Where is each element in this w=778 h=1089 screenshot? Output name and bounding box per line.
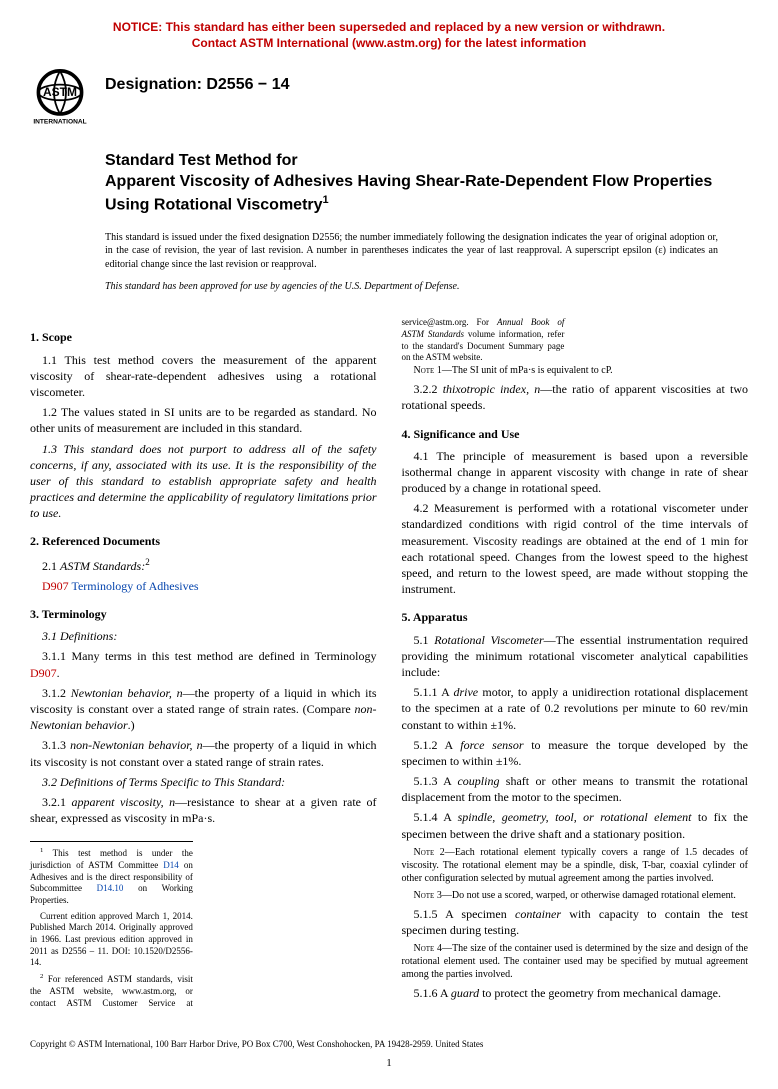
section-3-head: 3. Terminology	[30, 606, 377, 622]
svg-text:INTERNATIONAL: INTERNATIONAL	[33, 119, 86, 126]
para-5-1-3: 5.1.3 A coupling shaft or other means to…	[402, 773, 749, 805]
para-2-1: 2.1 ASTM Standards:2	[30, 556, 377, 574]
header: ASTM INTERNATIONAL Designation: D2556 − …	[30, 66, 748, 126]
ref-title[interactable]: Terminology of Adhesives	[69, 579, 199, 593]
para-5-1-6: 5.1.6 A guard to protect the geometry fr…	[402, 985, 749, 1001]
note-3: Note 3—Do not use a scored, warped, or o…	[402, 889, 749, 902]
page-number: 1	[30, 1057, 748, 1069]
ref-d907-inline[interactable]: D907	[30, 666, 57, 680]
para-3-2-2: 3.2.2 thixotropic index, n—the ratio of …	[402, 381, 749, 413]
para-5-1: 5.1 Rotational Viscometer—The essential …	[402, 632, 749, 681]
title-main: Apparent Viscosity of Adhesives Having S…	[105, 172, 748, 216]
title-kicker: Standard Test Method for	[105, 151, 748, 172]
link-d14[interactable]: D14	[163, 860, 179, 870]
body-columns: 1. Scope 1.1 This test method covers the…	[30, 317, 748, 1009]
title-footnote-sup: 1	[323, 194, 329, 206]
section-1-head: 1. Scope	[30, 329, 377, 345]
para-4-2: 4.2 Measurement is performed with a rota…	[402, 500, 749, 597]
astm-logo: ASTM INTERNATIONAL	[30, 66, 90, 126]
title-block: Standard Test Method for Apparent Viscos…	[105, 151, 748, 216]
section-2-head: 2. Referenced Documents	[30, 533, 377, 549]
footnote-1a: 1 This test method is under the jurisdic…	[30, 847, 193, 906]
designation: Designation: D2556 − 14	[105, 76, 290, 94]
para-3-1: 3.1 Definitions:	[30, 628, 377, 644]
note-1: Note 1—The SI unit of mPa·s is equivalen…	[402, 364, 749, 377]
para-5-1-1: 5.1.1 A drive motor, to apply a unidirec…	[402, 684, 749, 733]
para-1-1: 1.1 This test method covers the measurem…	[30, 352, 377, 401]
section-5-head: 5. Apparatus	[402, 609, 749, 625]
para-1-2: 1.2 The values stated in SI units are to…	[30, 404, 377, 436]
para-5-1-4: 5.1.4 A spindle, geometry, tool, or rota…	[402, 809, 749, 841]
note-4: Note 4—The size of the container used is…	[402, 942, 749, 981]
para-4-1: 4.1 The principle of measurement is base…	[402, 448, 749, 497]
link-d14-10[interactable]: D14.10	[97, 883, 124, 893]
ref-code[interactable]: D907	[42, 579, 69, 593]
para-3-2-1: 3.2.1 apparent viscosity, n—resistance t…	[30, 794, 377, 826]
title-main-text: Apparent Viscosity of Adhesives Having S…	[105, 173, 712, 213]
note-2: Note 2—Each rotational element typically…	[402, 846, 749, 885]
notice-line-1: NOTICE: This standard has either been su…	[113, 20, 665, 34]
footnote-1b: Current edition approved March 1, 2014. …	[30, 911, 193, 969]
para-3-1-3: 3.1.3 non-Newtonian behavior, n—the prop…	[30, 737, 377, 769]
para-3-1-2: 3.1.2 Newtonian behavior, n—the property…	[30, 685, 377, 734]
section-4-head: 4. Significance and Use	[402, 426, 749, 442]
notice-line-2: Contact ASTM International (www.astm.org…	[192, 36, 586, 50]
supersession-notice: NOTICE: This standard has either been su…	[30, 20, 748, 51]
svg-text:ASTM: ASTM	[43, 85, 77, 99]
issuance-statement: This standard is issued under the fixed …	[105, 231, 718, 272]
para-3-2: 3.2 Definitions of Terms Specific to Thi…	[30, 774, 377, 790]
para-5-1-2: 5.1.2 A force sensor to measure the torq…	[402, 737, 749, 769]
para-1-3: 1.3 This standard does not purport to ad…	[30, 441, 377, 522]
para-5-1-5: 5.1.5 A specimen container with capacity…	[402, 906, 749, 938]
para-3-1-1: 3.1.1 Many terms in this test method are…	[30, 648, 377, 680]
ref-d907: D907 Terminology of Adhesives	[30, 578, 377, 594]
dod-approval: This standard has been approved for use …	[105, 281, 748, 292]
